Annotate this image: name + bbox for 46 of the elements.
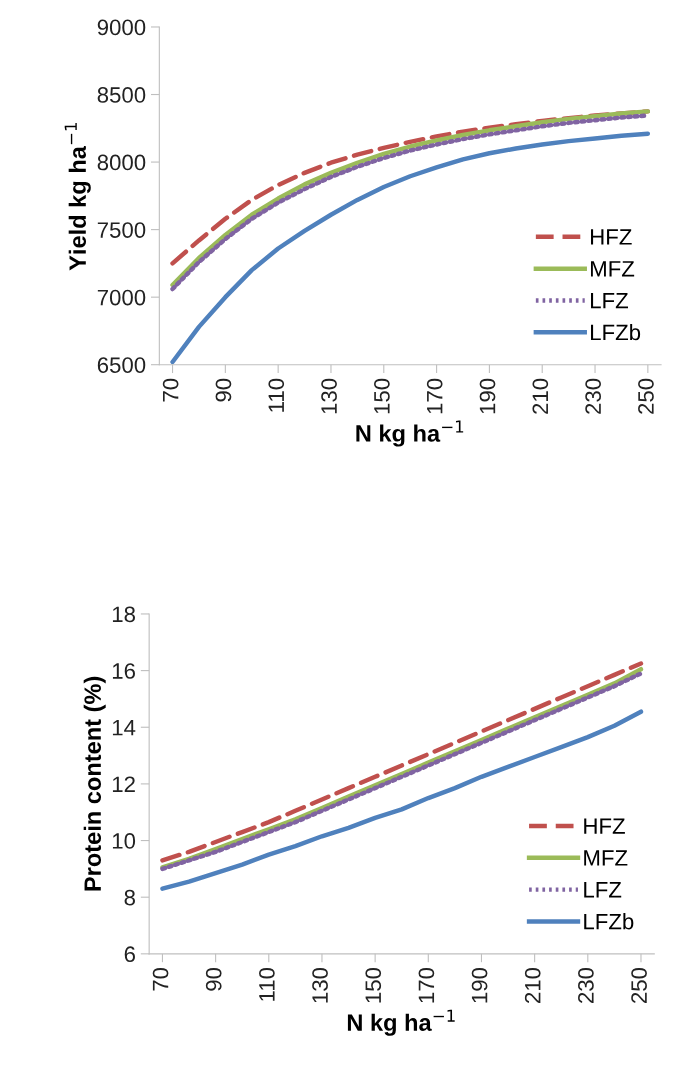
x-tick-label: 230 — [578, 967, 594, 1003]
x-tick-label: 170 — [418, 967, 435, 1003]
x-tick-label: 170 — [426, 378, 443, 414]
y-tick-label: 14 — [112, 720, 136, 736]
y-tick-label: 6 — [124, 946, 135, 963]
y-tick-label: 16 — [112, 663, 135, 679]
legend-label: LFZb — [591, 323, 641, 341]
x-tick-label: 250 — [631, 967, 647, 1003]
x-tick-label: 210 — [524, 967, 541, 1003]
legend-label: MFZ — [584, 850, 628, 866]
y-tick-label: 12 — [112, 776, 135, 792]
x-tick-label: 90 — [205, 967, 222, 991]
legend-label: LFZ — [591, 292, 628, 309]
x-axis-title: N kg ha$^{−1}$ — [356, 420, 464, 447]
y-axis-title: Yield kg ha$^{−1}$ — [64, 123, 91, 271]
y-tick-label: 8000 — [97, 154, 146, 171]
x-tick-label: 70 — [162, 378, 179, 402]
y-tick-label: 7000 — [97, 289, 146, 306]
x-tick-label: 210 — [532, 378, 549, 414]
legend-label: HFZ — [584, 818, 625, 834]
y-tick-label: 18 — [112, 606, 135, 623]
x-tick-label: 130 — [312, 967, 328, 1003]
y-tick-label: 8 — [124, 889, 135, 906]
line-series — [170, 131, 651, 365]
y-tick-label: 9000 — [97, 19, 146, 36]
y-tick-label: 10 — [112, 833, 136, 849]
x-tick-label: 90 — [215, 378, 232, 402]
legend-label: LFZb — [584, 913, 634, 930]
legend-label: HFZ — [591, 229, 632, 245]
legend-label: MFZ — [591, 261, 635, 277]
y-axis-title: Protein content (%) — [83, 676, 106, 891]
y-tick-label: 6500 — [97, 357, 146, 373]
x-tick-label: 230 — [585, 378, 601, 414]
x-tick-label: 70 — [152, 967, 169, 991]
x-tick-label: 190 — [471, 967, 488, 1003]
x-axis-title: N kg ha$^{−1}$ — [347, 1009, 455, 1036]
y-tick-label: 7500 — [97, 222, 146, 238]
x-tick-label: 150 — [365, 967, 382, 1003]
legend-label: LFZ — [584, 882, 622, 898]
x-tick-label: 190 — [479, 378, 496, 414]
x-tick-label: 110 — [268, 378, 285, 412]
x-tick-label: 110 — [259, 967, 275, 1001]
x-tick-label: 130 — [321, 378, 337, 414]
y-tick-label: 8500 — [97, 87, 146, 103]
x-tick-label: 250 — [638, 378, 654, 414]
x-tick-label: 150 — [374, 378, 390, 414]
